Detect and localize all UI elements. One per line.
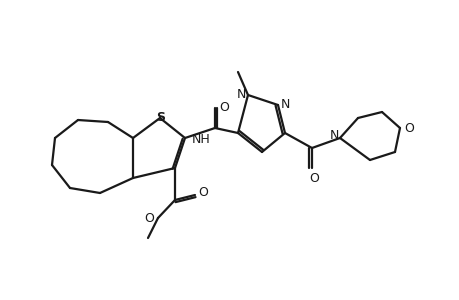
- Text: NH: NH: [191, 133, 210, 146]
- Text: O: O: [144, 212, 154, 226]
- Text: O: O: [218, 100, 229, 113]
- Text: O: O: [403, 122, 413, 134]
- Text: N: N: [329, 128, 338, 142]
- Text: O: O: [198, 187, 207, 200]
- Text: S: S: [156, 110, 165, 124]
- Text: N: N: [280, 98, 289, 110]
- Text: N: N: [236, 88, 245, 100]
- Text: O: O: [308, 172, 318, 185]
